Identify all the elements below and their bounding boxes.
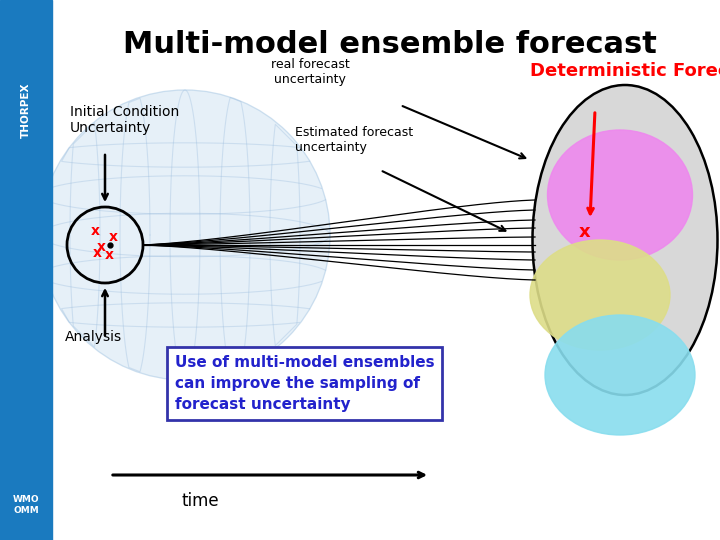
- Text: x: x: [579, 223, 591, 241]
- Text: x: x: [104, 248, 114, 262]
- Ellipse shape: [545, 315, 695, 435]
- Circle shape: [40, 90, 330, 380]
- Ellipse shape: [533, 85, 718, 395]
- Ellipse shape: [530, 240, 670, 350]
- Text: real forecast
uncertainty: real forecast uncertainty: [271, 58, 349, 86]
- Text: THORPEX: THORPEX: [21, 82, 31, 138]
- Text: x: x: [96, 240, 106, 254]
- Ellipse shape: [547, 130, 693, 260]
- Text: x: x: [91, 224, 99, 238]
- Text: time: time: [181, 492, 219, 510]
- Text: x: x: [92, 246, 102, 260]
- Bar: [0, 0, 52, 540]
- Text: Deterministic Forecast: Deterministic Forecast: [530, 62, 720, 80]
- Text: WMO
OMM: WMO OMM: [13, 495, 39, 515]
- Text: Analysis: Analysis: [65, 330, 122, 344]
- Text: Use of multi-model ensembles
can improve the sampling of
forecast uncertainty: Use of multi-model ensembles can improve…: [175, 355, 435, 412]
- Text: x: x: [109, 230, 117, 244]
- Text: Initial Condition
Uncertainty: Initial Condition Uncertainty: [70, 105, 179, 135]
- Text: Multi-model ensemble forecast: Multi-model ensemble forecast: [123, 30, 657, 59]
- Text: Estimated forecast
uncertainty: Estimated forecast uncertainty: [295, 126, 413, 154]
